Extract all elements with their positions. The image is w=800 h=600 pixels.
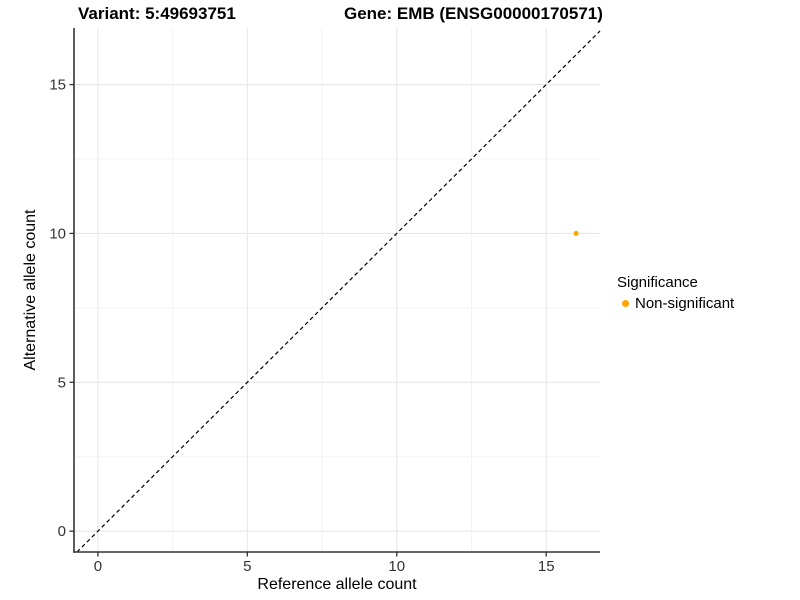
- legend-title: Significance: [617, 274, 698, 291]
- y-tick-label: 0: [58, 523, 66, 540]
- data-point: [573, 230, 579, 236]
- legend-item: Non-significant: [617, 295, 734, 312]
- x-tick-label: 5: [243, 558, 251, 575]
- gene-title: Gene: EMB (ENSG00000170571): [344, 4, 603, 23]
- point-swatch-icon: [622, 300, 629, 307]
- x-axis-title: Reference allele count: [257, 576, 417, 593]
- variant-title: Variant: 5:49693751: [78, 4, 236, 23]
- y-axis-title: Alternative allele count: [22, 209, 39, 371]
- x-tick-label: 0: [94, 558, 102, 575]
- legend-item-label: Non-significant: [635, 295, 735, 312]
- y-tick-label: 10: [49, 225, 66, 242]
- x-tick-label: 10: [388, 558, 405, 575]
- y-tick-label: 5: [58, 374, 66, 391]
- x-tick-label: 15: [538, 558, 555, 575]
- y-tick-label: 15: [49, 77, 66, 94]
- legend: Significance Non-significant: [617, 274, 734, 312]
- identity-line: [76, 30, 601, 553]
